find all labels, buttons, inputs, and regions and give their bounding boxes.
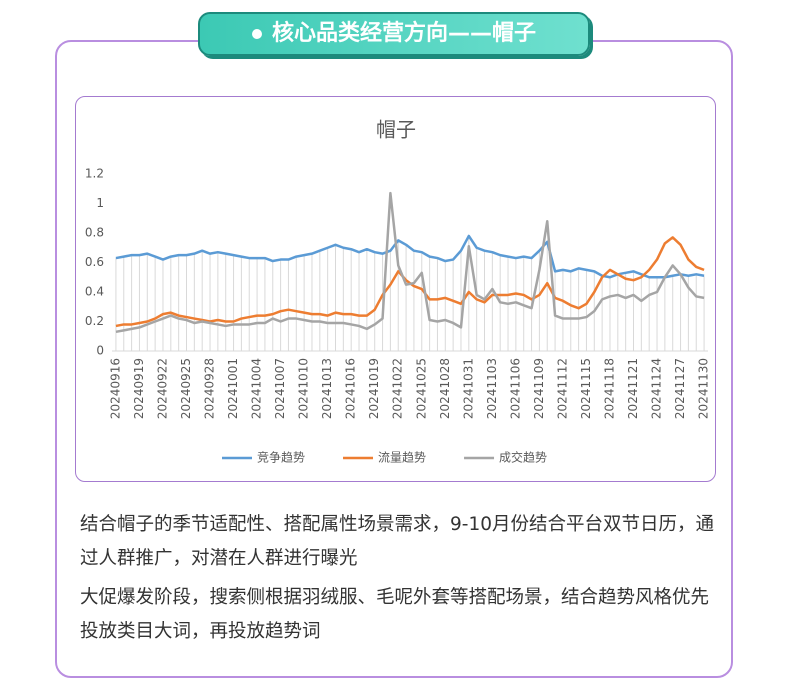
x-tick-label: 20241028 bbox=[438, 358, 452, 419]
bullet bbox=[251, 29, 262, 39]
x-tick-label: 20241004 bbox=[250, 358, 264, 419]
x-tick-label: 20241124 bbox=[650, 358, 664, 419]
x-tick-label: 20241016 bbox=[344, 358, 358, 419]
y-tick-label: 0.6 bbox=[85, 255, 104, 269]
x-tick-label: 20241007 bbox=[273, 358, 287, 419]
x-tick-label: 20241109 bbox=[532, 358, 546, 419]
legend-label: 流量趋势 bbox=[378, 451, 426, 465]
legend-label: 成交趋势 bbox=[499, 450, 547, 465]
y-tick-label: 1.2 bbox=[85, 167, 104, 181]
x-tick-label: 20240922 bbox=[155, 358, 169, 419]
x-tick-label: 20240916 bbox=[108, 358, 122, 419]
x-tick-label: 20241013 bbox=[320, 358, 334, 419]
legend-label: 竞争趋势 bbox=[257, 451, 305, 465]
x-tick-label: 20241112 bbox=[555, 358, 569, 419]
x-tick-label: 20241118 bbox=[602, 358, 616, 419]
x-tick-label: 20241010 bbox=[297, 358, 311, 419]
series-line bbox=[115, 191, 705, 334]
x-tick-label: 20240925 bbox=[179, 358, 193, 419]
y-tick-label: 1 bbox=[96, 196, 104, 210]
x-tick-label: 20241130 bbox=[697, 358, 711, 419]
x-tick-label: 20241103 bbox=[485, 358, 499, 419]
x-tick-label: 20241019 bbox=[367, 358, 381, 419]
paragraph: 大促爆发阶段，搜索侧根据羽绒服、毛呢外套等搭配场景，结合趋势风格优先投放类目大词… bbox=[80, 587, 710, 642]
x-tick-label: 20240928 bbox=[203, 358, 217, 419]
chart-frame bbox=[75, 96, 716, 482]
x-tick-label: 20241001 bbox=[226, 358, 240, 419]
y-tick-label: 0.8 bbox=[85, 226, 104, 240]
x-tick-label: 20240919 bbox=[132, 358, 146, 419]
x-tick-label: 20241115 bbox=[579, 358, 593, 419]
chart-title: 帽子 bbox=[376, 118, 416, 142]
y-tick-label: 0.4 bbox=[85, 285, 104, 299]
header-title: 核心品类经营方向——帽子 bbox=[271, 21, 536, 46]
x-tick-label: 20241106 bbox=[508, 358, 522, 419]
series-line bbox=[115, 234, 705, 279]
x-tick-label: 20241025 bbox=[414, 358, 428, 419]
x-tick-label: 20241031 bbox=[461, 358, 475, 419]
x-tick-label: 20241121 bbox=[626, 358, 640, 419]
y-tick-label: 0 bbox=[96, 344, 104, 358]
y-tick-label: 0.2 bbox=[85, 314, 104, 328]
x-tick-label: 20241022 bbox=[391, 358, 405, 419]
section-header: 核心品类经营方向——帽子 bbox=[198, 12, 590, 56]
x-tick-label: 20241127 bbox=[673, 358, 687, 419]
paragraph: 结合帽子的季节适配性、搭配属性场景需求，9-10月份结合平台双节日历，通过人群推… bbox=[80, 514, 714, 569]
